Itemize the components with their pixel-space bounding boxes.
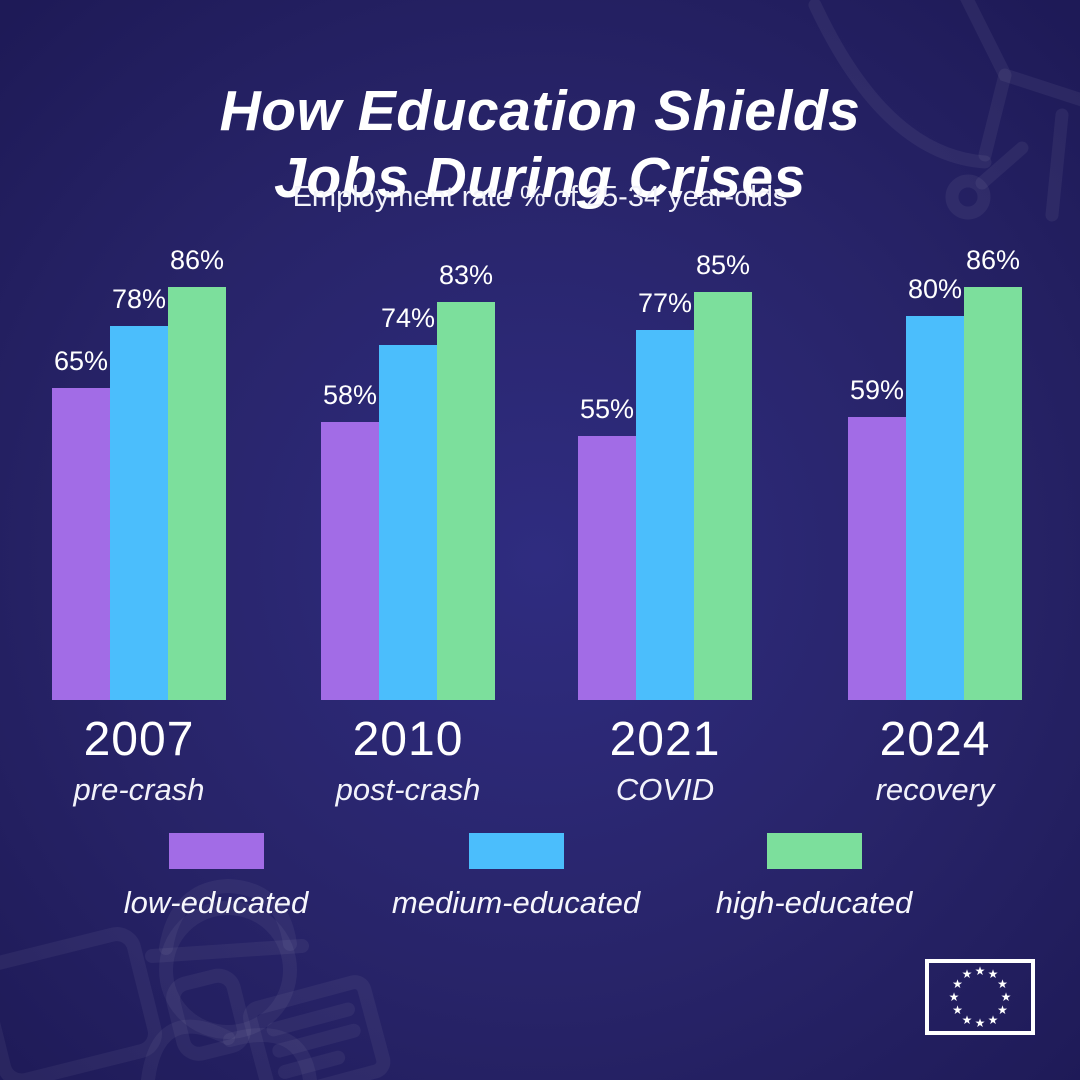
bar-high-educated-2007: 86%: [168, 245, 226, 700]
eu-star-icon: ★: [997, 1003, 1008, 1017]
eu-star-icon: ★: [952, 1003, 963, 1017]
category-sublabel: recovery: [875, 772, 995, 807]
bar-medium-educated-2024: 80%: [906, 274, 964, 700]
bar-value-label: 74%: [380, 303, 436, 333]
category-year-label: 2010: [352, 713, 464, 766]
legend-label: high-educated: [715, 885, 913, 920]
bar-medium-educated-2021: 77%: [636, 288, 694, 700]
bar-high-educated-2024: 86%: [964, 245, 1022, 700]
title-line-1: How Education Shields: [219, 79, 861, 144]
bar-low-educated-2021: 55%: [578, 394, 636, 700]
bar-low-educated-2024: 59%: [848, 375, 906, 700]
eu-star-icon: ★: [997, 977, 1008, 991]
bar-value-label: 77%: [637, 288, 693, 318]
bar-high-educated-2021: 85%: [694, 250, 752, 700]
bar-medium-educated-2010: 74%: [379, 303, 437, 700]
eu-star-icon: ★: [974, 964, 986, 978]
eu-star-icon: ★: [952, 977, 963, 991]
eu-star-icon: ★: [961, 1012, 973, 1027]
bar-value-label: 83%: [438, 260, 494, 290]
legend-swatch: [468, 833, 564, 869]
bar-value-label: 65%: [53, 346, 109, 376]
bar-value-label: 78%: [111, 284, 167, 314]
bar-value-label: 86%: [965, 245, 1021, 275]
category-year-label: 2024: [879, 713, 991, 766]
eu-star-icon: ★: [948, 990, 960, 1004]
chart-subtitle: Employment rate % of 25-34 year-olds: [292, 181, 788, 213]
bar-value-label: 55%: [579, 394, 635, 424]
legend-label: low-educated: [123, 885, 309, 920]
bar-value-label: 86%: [169, 245, 225, 275]
bar-value-label: 58%: [322, 380, 378, 410]
legend-swatch: [766, 833, 862, 869]
bar-value-label: 85%: [695, 250, 751, 280]
bar-medium-educated-2007: 78%: [110, 284, 168, 700]
title-line-2: Jobs During Crises: [274, 145, 806, 210]
legend-item-high-educated: high-educated: [684, 833, 944, 921]
eu-flag-stars: ★ ★ ★ ★ ★ ★ ★ ★ ★ ★ ★ ★: [929, 963, 1031, 1031]
bar-value-label: 59%: [849, 375, 905, 405]
legend-swatch: [168, 833, 264, 869]
legend-item-low-educated: low-educated: [86, 833, 346, 921]
bar-value-label: 80%: [907, 274, 963, 304]
bar-high-educated-2010: 83%: [437, 260, 495, 700]
eu-star-icon: ★: [987, 967, 999, 982]
eu-star-icon: ★: [987, 1012, 999, 1027]
eu-star-icon: ★: [961, 967, 973, 982]
eu-star-icon: ★: [1000, 990, 1012, 1004]
bar-low-educated-2010: 58%: [321, 380, 379, 700]
legend-item-medium-educated: medium-educated: [386, 833, 646, 921]
page-title: How Education Shields Jobs During Crises: [0, 78, 1080, 211]
legend-label: medium-educated: [391, 885, 641, 920]
category-year-label: 2007: [83, 713, 195, 766]
category-sublabel: pre-crash: [73, 772, 205, 807]
bar-low-educated-2007: 65%: [52, 346, 110, 700]
eu-star-icon: ★: [974, 1016, 986, 1030]
category-year-label: 2021: [609, 713, 721, 766]
category-sublabel: post-crash: [335, 772, 481, 807]
category-sublabel: COVID: [615, 772, 715, 807]
eu-flag-logo: ★ ★ ★ ★ ★ ★ ★ ★ ★ ★ ★ ★: [925, 959, 1035, 1035]
